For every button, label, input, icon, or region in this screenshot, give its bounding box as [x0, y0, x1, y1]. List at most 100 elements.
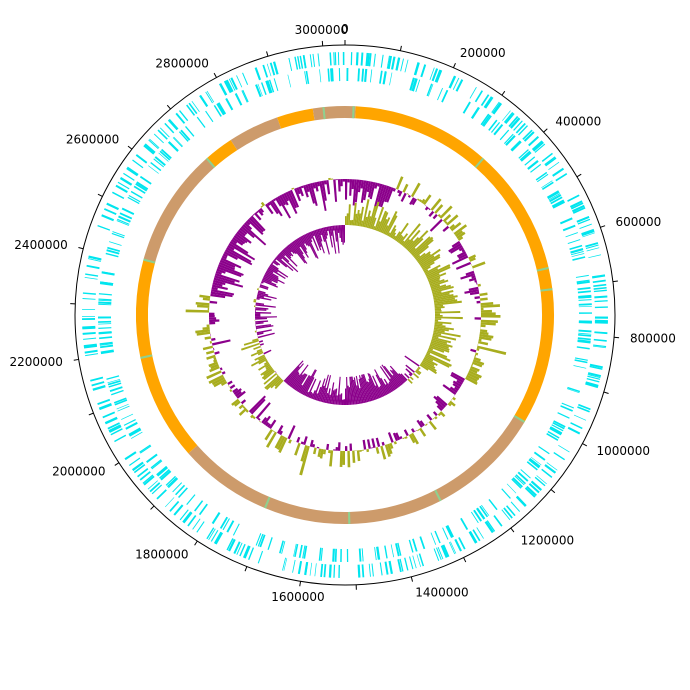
skew-bar-positive	[414, 254, 421, 260]
feature-mark	[159, 150, 171, 161]
skew-bar-positive	[434, 315, 443, 317]
skew-bar-negative	[287, 245, 295, 254]
feature-mark	[501, 509, 511, 521]
feature-mark	[535, 171, 547, 181]
skew-bar-negative	[250, 398, 266, 415]
skew-bar-positive	[361, 449, 365, 451]
skew-bar-positive	[380, 445, 387, 460]
feature-mark	[508, 116, 519, 127]
feature-mark	[576, 216, 590, 223]
feature-mark	[552, 200, 566, 209]
skew-bar-positive	[391, 232, 397, 239]
feature-mark	[483, 115, 492, 127]
skew-bar-positive	[419, 427, 427, 437]
skew-bar-negative	[305, 391, 309, 397]
feature-mark	[492, 102, 501, 114]
skew-bar-positive	[432, 290, 454, 297]
feature-mark	[323, 564, 327, 578]
feature-mark	[239, 543, 246, 557]
feature-mark	[377, 546, 381, 560]
skew-bar-negative	[442, 225, 450, 232]
skew-bar-negative	[315, 229, 325, 254]
skew-bar-negative	[247, 218, 264, 235]
feature-mark	[213, 531, 223, 544]
skew-bar-negative	[229, 240, 249, 254]
feature-mark	[107, 380, 121, 386]
feature-mark	[397, 542, 402, 556]
contig-segment	[143, 158, 215, 263]
feature-mark	[550, 196, 563, 205]
skew-bar-positive	[357, 213, 362, 227]
feature-mark	[178, 487, 188, 499]
feature-mark	[114, 434, 127, 443]
axis-tick-label: 2200000	[9, 355, 62, 369]
feature-mark	[428, 84, 434, 97]
feature-mark	[536, 475, 547, 485]
feature-mark	[562, 224, 576, 232]
skew-bar-negative	[386, 187, 394, 203]
feature-mark	[107, 422, 120, 430]
skew-bar-negative	[255, 210, 259, 214]
skew-bar-positive	[206, 370, 222, 380]
feature-mark	[198, 503, 208, 516]
feature-mark	[577, 406, 590, 413]
axis-tick	[78, 247, 84, 250]
feature-mark	[532, 141, 544, 152]
skew-bar-positive	[404, 436, 408, 440]
feature-mark	[259, 534, 266, 548]
axis-tick	[114, 462, 120, 466]
feature-mark	[88, 258, 101, 262]
skew-bar-negative	[236, 390, 246, 399]
feature-mark	[266, 63, 272, 77]
skew-bar-positive	[384, 211, 398, 235]
skew-tracks	[185, 176, 507, 476]
contig-segment	[140, 355, 198, 454]
skew-bar-negative	[429, 218, 443, 232]
skew-bar-positive	[377, 210, 387, 232]
skew-bar-positive	[424, 355, 434, 362]
skew-bar-positive	[434, 318, 442, 321]
skew-bar-positive	[404, 229, 421, 249]
skew-bar-negative	[266, 423, 272, 428]
feature-mark	[128, 195, 141, 203]
feature-mark	[320, 547, 323, 561]
feature-mark	[544, 464, 556, 473]
feature-mark	[518, 149, 529, 159]
feature-mark	[594, 331, 608, 335]
feature-mark	[194, 500, 204, 512]
skew-bar-negative	[468, 277, 477, 282]
skew-bar-positive	[471, 363, 474, 367]
skew-bar-positive	[213, 378, 227, 388]
feature-mark	[474, 90, 483, 102]
skew-bar-positive	[375, 221, 381, 231]
skew-bar-positive	[390, 228, 397, 238]
skew-bar-negative	[268, 265, 278, 273]
skew-bar-negative	[424, 204, 427, 207]
skew-bar-positive	[415, 369, 422, 374]
skew-bar-negative	[345, 388, 347, 405]
skew-bar-negative	[316, 181, 320, 187]
contig-segment	[514, 267, 554, 422]
skew-bar-positive	[372, 225, 376, 230]
skew-bar-positive	[429, 345, 445, 353]
skew-bar-negative	[432, 411, 438, 417]
skew-bar-positive	[480, 319, 498, 324]
skew-bar-negative	[321, 180, 327, 201]
skew-bar-negative	[340, 393, 343, 405]
feature-mark	[355, 52, 359, 66]
skew-bar-positive	[389, 442, 394, 449]
feature-mark	[103, 208, 117, 216]
skew-bar-positive	[259, 420, 262, 423]
feature-mark	[552, 421, 565, 430]
feature-mark	[134, 464, 146, 474]
skew-bar-negative	[302, 436, 308, 446]
feature-mark	[544, 464, 556, 474]
skew-bar-negative	[345, 179, 348, 200]
skew-bar-positive	[479, 331, 489, 336]
skew-bar-negative	[209, 317, 217, 320]
feature-mark	[85, 273, 99, 277]
skew-bar-positive	[437, 412, 442, 417]
skew-bar-negative	[211, 284, 228, 291]
feature-mark	[167, 142, 178, 152]
skew-bar-positive	[195, 301, 210, 306]
